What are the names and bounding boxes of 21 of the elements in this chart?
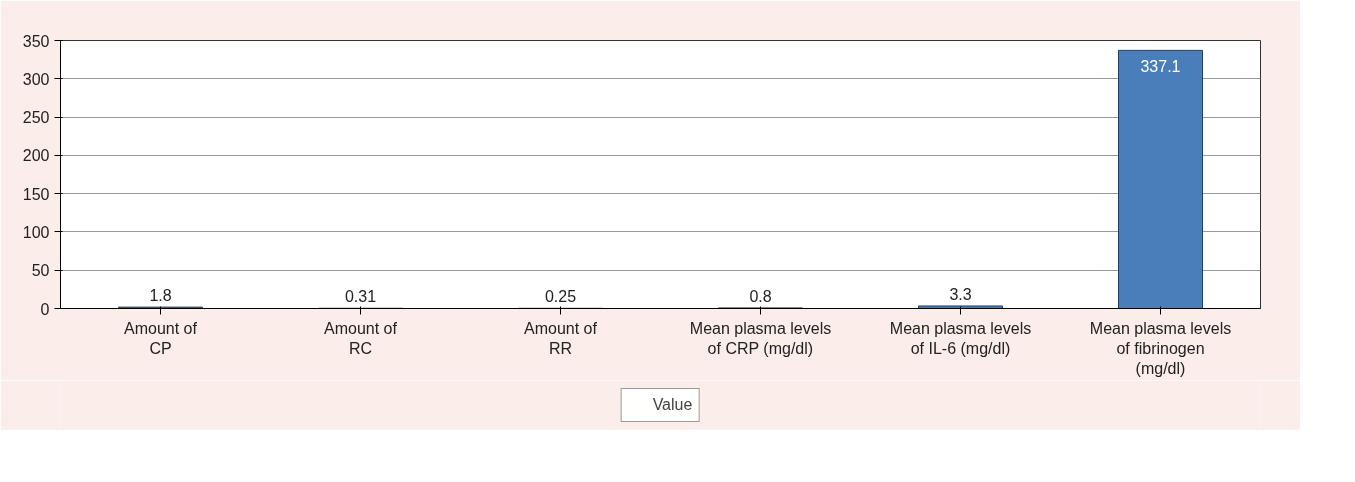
x-tick-label: Amount of CP [124, 319, 198, 357]
y-tick-label: 50 [31, 262, 50, 280]
y-tick-label: 250 [22, 109, 50, 127]
x-tick-label: Mean plasma levels of fibrinogen (mg/dl) [1089, 319, 1232, 378]
data-label: 337.1 [1140, 58, 1181, 76]
x-tick-label: Amount of RC [324, 319, 398, 357]
data-label: 0.8 [749, 287, 772, 305]
y-tick-label: 100 [22, 223, 50, 241]
y-tick-label: 200 [22, 147, 50, 165]
x-tick-label: Mean plasma levels of CRP (mg/dl) [689, 319, 832, 357]
data-label: 0.25 [544, 288, 577, 306]
x-tick-label: Amount of RR [524, 319, 598, 357]
data-label: 3.3 [949, 285, 972, 303]
data-label: 1.8 [149, 287, 172, 305]
y-tick-label: 150 [22, 185, 50, 203]
x-tick-label: Mean plasma levels of IL-6 (mg/dl) [889, 319, 1032, 357]
text: Value [652, 396, 693, 414]
y-tick-label: 350 [22, 32, 50, 50]
y-tick-label: 300 [22, 70, 50, 88]
data-label: 0.31 [344, 288, 377, 306]
y-tick-label: 0 [40, 300, 50, 318]
